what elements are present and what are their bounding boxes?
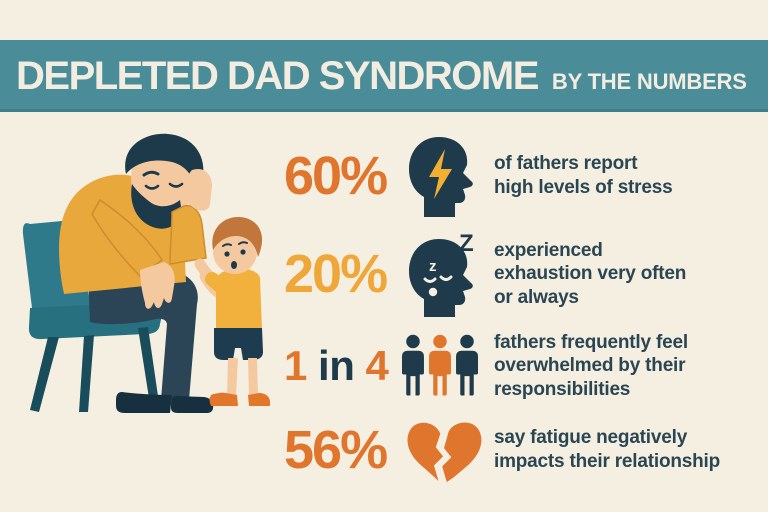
stat-value-overwhelmed: 1 in 4 xyxy=(284,342,389,389)
stat-row-exhaustion: 20% z Z experienced exhaustion very ofte… xyxy=(284,224,760,324)
stat-description-overwhelmed: fathers frequently feel overwhelmed by t… xyxy=(494,331,688,400)
sleeping-head-icon-svg: z Z xyxy=(409,231,474,317)
stat-row-relationship: 56% say fatigue negatively impacts their… xyxy=(284,406,760,494)
small-z-glyph: z xyxy=(429,258,437,275)
stat-description-exhaustion: experienced exhaustion very often or alw… xyxy=(494,239,687,308)
page-title: DEPLETED DAD SYNDROME xyxy=(16,54,539,98)
stat-row-stress: 60% of fathers report high levels of str… xyxy=(284,128,760,224)
stat-row-overwhelmed: 1 in 4 fathers frequently feel overwhelm… xyxy=(284,324,760,408)
father-figure xyxy=(59,133,214,413)
stressed-head-icon xyxy=(402,133,494,219)
broken-heart-icon-svg xyxy=(407,422,482,482)
page-subtitle: BY THE NUMBERS xyxy=(551,69,747,94)
three-people-icon xyxy=(402,334,494,398)
broken-heart-icon xyxy=(402,413,494,487)
sleeping-head-icon: z Z xyxy=(402,231,494,317)
stat-value-exhaustion: 20% xyxy=(284,244,388,304)
header-banner: DEPLETED DAD SYNDROME BY THE NUMBERS xyxy=(0,40,768,112)
stat-description-relationship: say fatigue negatively impacts their rel… xyxy=(494,427,721,472)
lightning-bolt-icon xyxy=(429,149,452,199)
big-z-glyph: Z xyxy=(459,231,474,257)
stat-description-stress: of fathers report high levels of stress xyxy=(494,153,673,198)
three-people-icon-svg xyxy=(402,334,478,396)
child-figure xyxy=(194,216,270,406)
stat-value-relationship: 56% xyxy=(284,420,388,480)
stat-value-stress: 60% xyxy=(284,146,388,206)
stressed-head-icon-svg xyxy=(409,137,473,217)
illustration-tired-dad-with-child xyxy=(22,133,270,413)
